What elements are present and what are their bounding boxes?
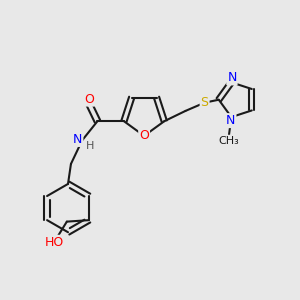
Text: N: N — [226, 114, 236, 127]
Text: O: O — [84, 93, 94, 106]
Text: N: N — [227, 71, 237, 84]
Text: HO: HO — [45, 236, 64, 249]
Text: S: S — [201, 96, 208, 109]
Text: H: H — [86, 141, 94, 151]
Text: O: O — [139, 129, 149, 142]
Text: CH₃: CH₃ — [219, 136, 239, 146]
Text: N: N — [73, 133, 82, 146]
